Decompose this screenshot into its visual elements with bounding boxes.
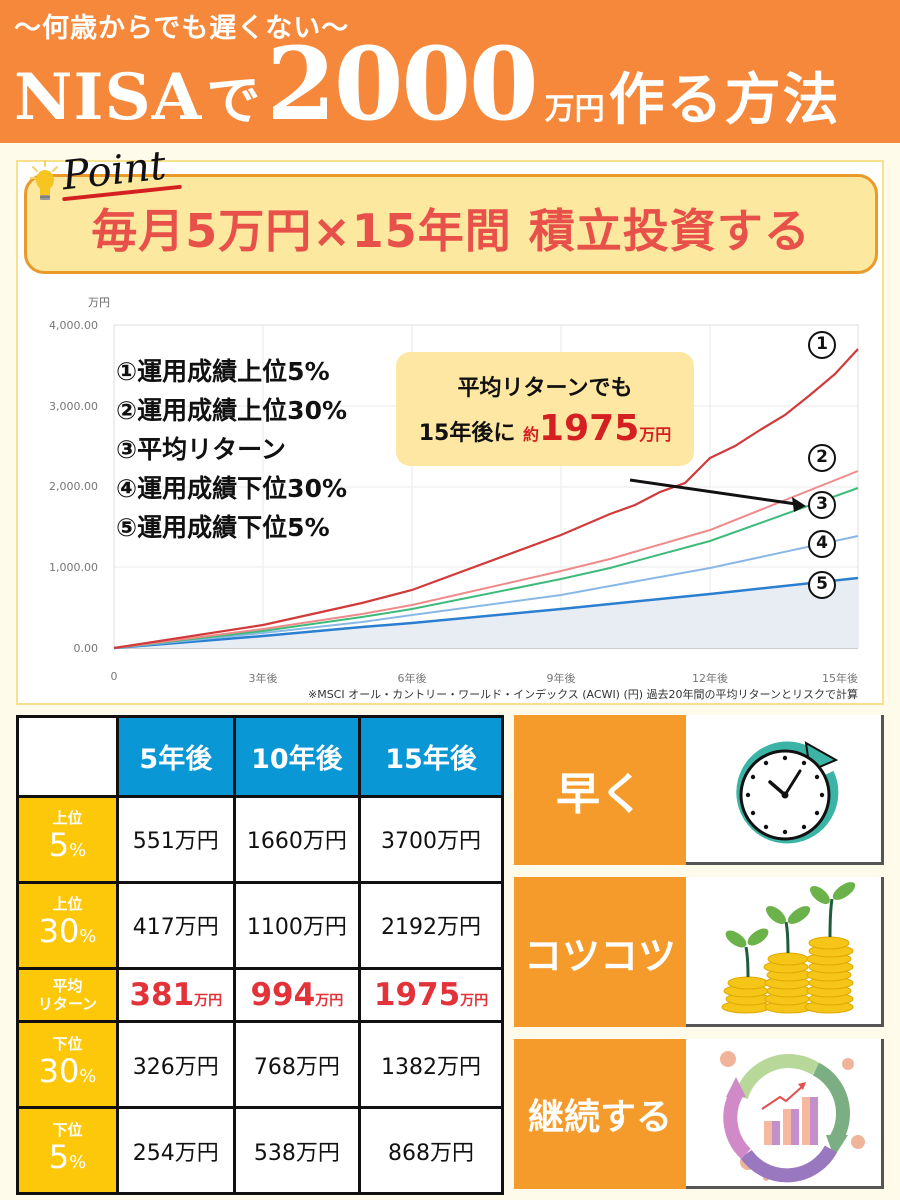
y-tick: 2,000.00 [49,480,98,493]
table-cell: 254万円 [116,1106,236,1195]
x-tick: 3年後 [248,672,278,685]
x-tick: 15年後 [822,672,858,685]
callout-unit: 万円 [639,425,672,444]
title-de: で [206,69,261,132]
table-cell: 417万円 [116,880,236,970]
callout-approx: 約 [523,425,540,444]
y-tick: 3,000.00 [49,400,98,413]
growth-cycle-icon [720,1051,865,1183]
title-unit: 万円 [544,92,605,127]
table-cell-highlight: 1975万円 [358,966,504,1024]
table-cell: 1100万円 [232,880,362,970]
feature-continue: 継続する [514,1039,884,1189]
table-row-highlight: 平均 リターン 381万円 994万円 1975万円 [16,966,504,1024]
legend-item: ③平均リターン [116,435,286,464]
lightbulb-icon [30,160,58,200]
callout-line1: 平均リターンでも [457,376,633,401]
col-header: 15年後 [358,715,504,798]
table-cell: 768万円 [232,1020,362,1110]
table-row: 下位 30% 326万円 768万円 1382万円 [16,1020,504,1110]
title-nisa: NISA [14,60,203,135]
feature-image [686,877,884,1027]
line-marker-3: 3 [808,491,836,519]
feature-early: 早く [514,715,884,865]
feature-label: 早く [514,715,686,865]
y-tick: 4,000.00 [49,319,98,332]
feature-image [686,1039,884,1189]
title-rest: 作る方法 [608,68,841,133]
legend-item: ②運用成績上位30% [116,396,348,425]
feature-label: コツコツ [514,877,686,1027]
line-marker-5: 5 [808,571,836,599]
table-cell-highlight: 381万円 [116,966,236,1024]
x-tick: 9年後 [546,672,576,685]
table-corner [16,715,119,798]
x-tick: 12年後 [692,672,728,685]
coin-sprout-icon [721,882,856,1014]
area-lower-5 [114,578,858,648]
table-cell: 551万円 [116,795,236,884]
y-axis-unit: 万円 [88,296,110,309]
row-header: 上位 30% [16,880,119,970]
callout-prefix: 15年後に [418,421,516,446]
x-tick: 6年後 [397,672,427,685]
callout-amount: 1975 [539,408,640,449]
header-subtitle: 〜何歳からでも遅くない〜 [14,13,350,44]
table-cell: 326万円 [116,1020,236,1110]
series-line-5 [113,576,859,650]
x-tick: 0 [110,670,118,683]
table-cell: 2192万円 [358,880,504,970]
feature-label: 継続する [514,1039,686,1189]
line-marker-1: 1 [808,331,836,359]
legend-item: ④運用成績下位30% [116,474,348,503]
col-header: 10年後 [232,715,362,798]
point-banner: 毎月5万円×15年間 積立投資する [24,174,878,274]
point-message: 毎月5万円×15年間 積立投資する [91,204,811,258]
table-cell: 3700万円 [358,795,504,884]
legend-item: ⑤運用成績下位5% [116,513,330,542]
table-header-row: 5年後 10年後 15年後 [16,715,504,798]
series-line-4 [113,535,859,649]
col-header: 5年後 [116,715,236,798]
line-marker-4: 4 [808,530,836,558]
table-cell: 538万円 [232,1106,362,1195]
row-header: 平均 リターン [16,966,119,1024]
series-line-3 [113,487,859,649]
callout-box: 平均リターンでも 15年後に 約1975万円 [396,352,694,466]
chart-footnote: ※MSCI オール・カントリー・ワールド・インデックス (ACWI) (円) 過… [307,688,858,701]
table-cell-highlight: 994万円 [232,966,362,1024]
row-header: 下位 5% [16,1106,119,1195]
table-row: 下位 5% 254万円 538万円 868万円 [16,1106,504,1195]
legend-item: ①運用成績上位5% [116,357,330,386]
line-chart [113,324,859,650]
clock-icon [736,741,839,844]
table-cell: 1660万円 [232,795,362,884]
page-title: NISA で 2000 万円 作る方法 [14,34,841,136]
header-banner: 〜何歳からでも遅くない〜 NISA で 2000 万円 作る方法 [0,0,900,143]
series-line-2 [113,470,859,649]
y-tick: 0.00 [73,642,99,655]
table-cell: 1382万円 [358,1020,504,1110]
table-row: 上位 30% 417万円 1100万円 2192万円 [16,880,504,970]
feature-image [686,715,884,865]
feature-steady: コツコツ [514,877,884,1027]
row-header: 下位 30% [16,1020,119,1110]
row-header: 上位 5% [16,795,119,884]
y-tick: 1,000.00 [49,561,98,574]
callout-arrow [629,478,797,506]
callout-line2: 15年後に 約1975万円 [396,408,694,449]
chart-legend: ①運用成績上位5% ②運用成績上位30% ③平均リターン ④運用成績下位30% … [116,352,347,547]
arrow-head-icon [792,497,806,512]
line-marker-2: 2 [808,444,836,472]
title-amount: 2000 [266,25,538,143]
table-cell: 868万円 [358,1106,504,1195]
table-row: 上位 5% 551万円 1660万円 3700万円 [16,795,504,884]
returns-table: 5年後 10年後 15年後 上位 5% 551万円 1660万円 3700万円 … [16,715,504,1195]
